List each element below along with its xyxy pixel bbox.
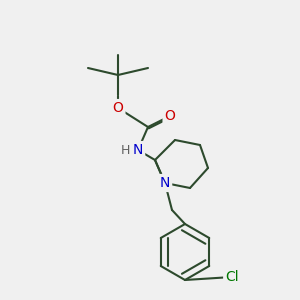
Text: H: H [120,143,130,157]
Text: O: O [112,101,123,115]
Text: N: N [160,176,170,190]
Text: Cl: Cl [225,270,239,284]
Text: N: N [133,143,143,157]
Text: O: O [165,109,176,123]
